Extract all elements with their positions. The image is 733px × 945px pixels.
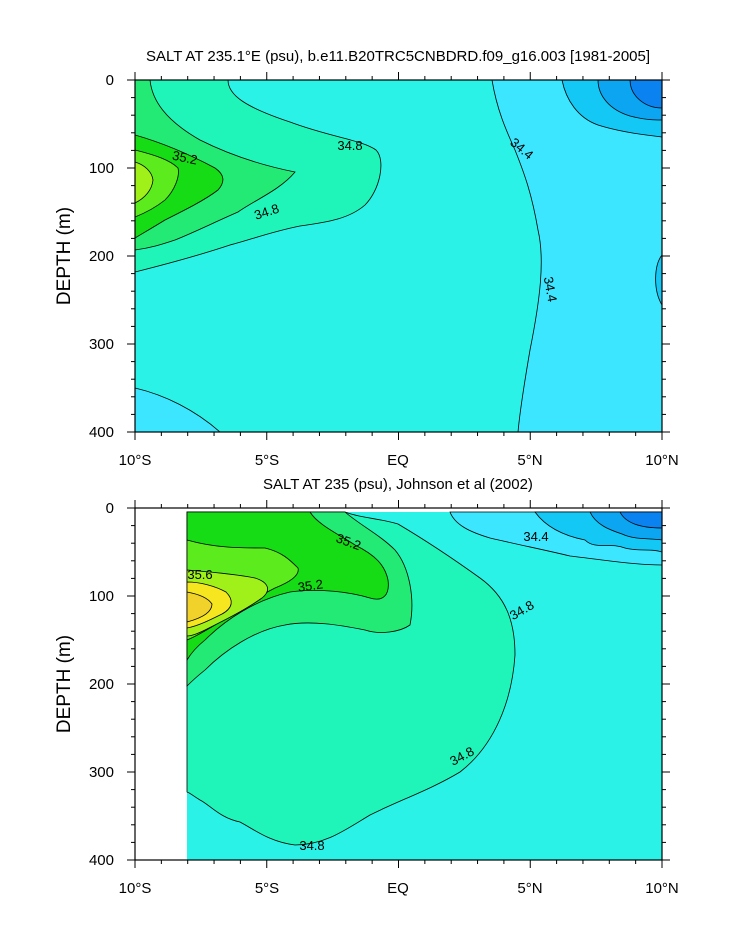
x-tick-label: 10°N — [645, 452, 679, 469]
panel-2-contour-fills — [186, 511, 662, 860]
y-tick-label: 0 — [106, 500, 114, 517]
x-tick-label: EQ — [387, 880, 409, 897]
x-tick-label: 5°S — [255, 452, 279, 469]
fill-36.0-main — [186, 591, 213, 623]
x-tick-label: 10°S — [119, 452, 152, 469]
panel-2-title: SALT AT 235 (psu), Johnson et al (2002) — [263, 476, 533, 493]
x-tick-label: 10°S — [119, 880, 152, 897]
y-tick-label: 400 — [89, 424, 114, 441]
x-tick-label: 10°N — [645, 880, 679, 897]
contour-label: 34.4 — [523, 529, 548, 544]
contour-label: 35.6 — [187, 567, 212, 582]
panel-1-title: SALT AT 235.1°E (psu), b.e11.B20TRC5CNBD… — [146, 48, 650, 65]
y-tick-label: 300 — [89, 336, 114, 353]
panel-1-contour-fills — [135, 80, 662, 432]
y-tick-label: 200 — [89, 248, 114, 265]
fill-35.4-south — [135, 149, 179, 218]
y-tick-label: 100 — [89, 160, 114, 177]
panel-1: SALT AT 235.1°E (psu), b.e11.B20TRC5CNBD… — [54, 48, 679, 469]
x-tick-label: 5°S — [255, 880, 279, 897]
contour-label: 35.2 — [171, 148, 199, 168]
panel-2-y-axis-label: DEPTH (m) — [54, 635, 75, 733]
panel-2: SALT AT 235 (psu), Johnson et al (2002) … — [54, 476, 679, 897]
x-tick-label: 5°N — [517, 880, 542, 897]
fill-34.4-north — [491, 80, 662, 432]
x-tick-label: 5°N — [517, 452, 542, 469]
x-tick-label: EQ — [387, 452, 409, 469]
y-tick-label: 200 — [89, 676, 114, 693]
y-tick-label: 300 — [89, 764, 114, 781]
fill-33.8-north — [629, 80, 662, 109]
contour-label: 34.8 — [299, 838, 324, 853]
y-tick-label: 400 — [89, 852, 114, 869]
contour-label: 34.8 — [252, 201, 281, 223]
y-tick-label: 100 — [89, 588, 114, 605]
panel-1-ticks — [127, 72, 670, 440]
panel-1-y-axis-label: DEPTH (m) — [54, 207, 75, 305]
contour-label: 34.8 — [337, 138, 362, 153]
fill-35.6-south — [135, 161, 154, 204]
panel-2-ticks — [127, 500, 670, 868]
contour-label: 35.2 — [297, 576, 324, 594]
contour-label: 34.4 — [541, 275, 560, 303]
fill-33.8-north — [619, 511, 662, 529]
y-tick-label: 0 — [106, 72, 114, 89]
